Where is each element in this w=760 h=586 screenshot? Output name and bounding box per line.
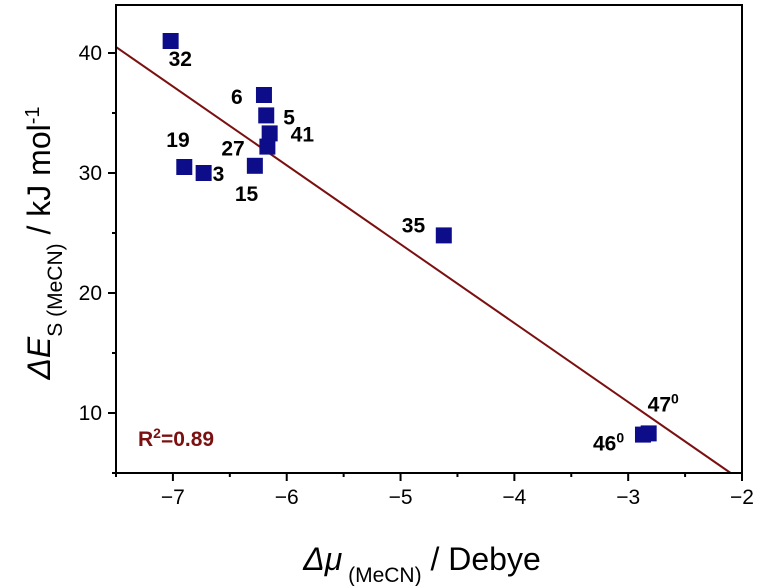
x-tick-label: −4 xyxy=(502,486,526,509)
data-point-35 xyxy=(435,227,452,244)
point-label-5: 5 xyxy=(283,106,295,129)
r-squared-annotation: R2=0.89 xyxy=(138,425,214,451)
x-tick-label: −7 xyxy=(161,486,185,509)
data-point-41 xyxy=(261,125,278,142)
x-tick-label: −3 xyxy=(616,486,640,509)
point-label-19: 19 xyxy=(166,129,189,152)
y-tick-label: 10 xyxy=(79,402,102,425)
y-axis-title: ΔES (MeCN) / kJ mol-1 xyxy=(21,106,67,380)
point-label-3: 3 xyxy=(213,163,225,186)
x-axis-title: Δμ (MeCN) / Debye xyxy=(302,541,541,586)
y-tick-label: 30 xyxy=(79,162,102,185)
point-label-6: 6 xyxy=(231,86,243,109)
point-label-32: 32 xyxy=(169,48,192,71)
data-point-32 xyxy=(162,33,179,49)
point-label-35: 35 xyxy=(402,214,426,237)
y-tick-label: 20 xyxy=(79,282,102,305)
data-point-6 xyxy=(255,87,272,103)
y-tick-label: 40 xyxy=(79,42,102,65)
point-label-27: 27 xyxy=(221,138,244,161)
data-point-27 xyxy=(259,138,276,155)
x-tick-label: −2 xyxy=(730,486,754,509)
x-tick-label: −6 xyxy=(275,486,299,509)
x-tick-label: −5 xyxy=(389,486,413,509)
regression-line xyxy=(115,46,732,474)
data-point-5 xyxy=(258,107,275,124)
data-point-46 xyxy=(634,426,651,443)
point-label-15: 15 xyxy=(235,183,259,206)
point-label-47: 470 xyxy=(648,390,679,416)
data-point-19 xyxy=(176,159,193,175)
data-point-3 xyxy=(195,165,212,181)
plot-frame xyxy=(115,4,743,474)
point-label-41: 41 xyxy=(291,123,315,146)
point-label-46: 460 xyxy=(593,430,624,456)
data-point-15 xyxy=(246,157,263,174)
